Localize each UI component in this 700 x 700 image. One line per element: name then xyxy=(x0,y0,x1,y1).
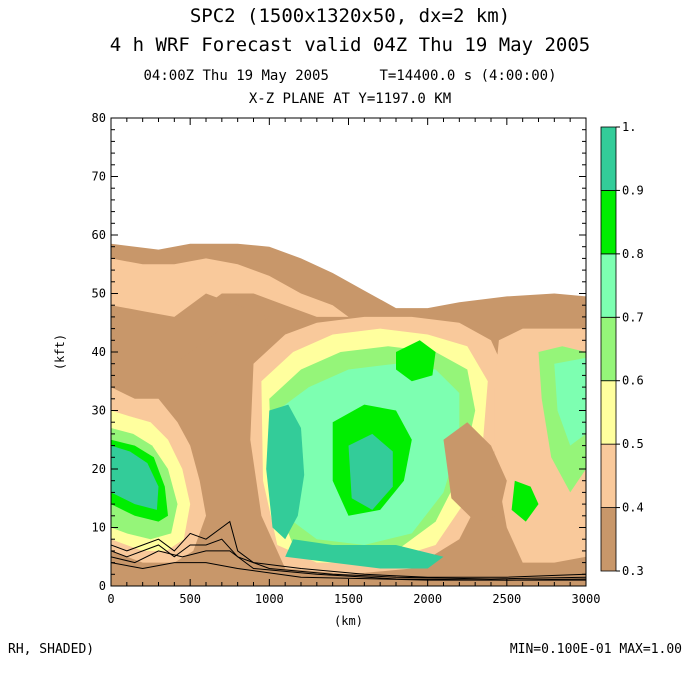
rh-0.9-left-core xyxy=(266,404,305,540)
field-label: RH, SHADED) xyxy=(8,642,95,657)
y-tick-label: 40 xyxy=(92,345,106,359)
rh-0.7-right-region xyxy=(554,357,586,446)
x-axis-label: (km) xyxy=(334,614,363,628)
min-max-label: MIN=0.100E-01 MAX=1.00 xyxy=(509,642,682,657)
terrain-contour-4 xyxy=(111,562,586,581)
x-tick-label: 3000 xyxy=(572,592,601,606)
colorbar-level-label: 1. xyxy=(622,120,636,134)
colorbar-swatch xyxy=(600,190,617,255)
colorbar-level-label: 0.6 xyxy=(622,374,644,388)
colorbar-level-label: 0.4 xyxy=(622,501,644,515)
rh-shaded-field xyxy=(111,243,586,586)
rh-0.9-core xyxy=(348,433,393,510)
y-tick-label: 60 xyxy=(92,228,106,242)
y-tick-label: 50 xyxy=(92,287,106,301)
x-tick-label: 2000 xyxy=(413,592,442,606)
x-tick-label: 1500 xyxy=(334,592,363,606)
plot-axes: 0 500 1000 1500 2000 2500 3000 0 10 20 30 40 50 60 70 8… xyxy=(53,111,600,628)
colorbar-level-label: 0.3 xyxy=(622,564,644,578)
rh-0.8-upper-core xyxy=(396,340,436,382)
x-tick-label: 0 xyxy=(107,592,114,606)
y-tick-label: 20 xyxy=(92,462,106,476)
x-tick-label: 500 xyxy=(179,592,201,606)
y-tick-label: 0 xyxy=(99,579,106,593)
rh-0.9-left-region xyxy=(111,445,159,510)
y-tick-label: 30 xyxy=(92,404,106,418)
colorbar-level-label: 0.9 xyxy=(622,183,644,197)
x-tick-label: 1000 xyxy=(255,592,284,606)
colorbar-swatch xyxy=(600,507,617,572)
terrain-contour-1 xyxy=(111,520,586,578)
terrain-contour-3 xyxy=(111,550,586,581)
chart-title-line-2: 4 h WRF Forecast valid 04Z Thu 19 May 20… xyxy=(109,34,591,56)
y-axis-label: (kft) xyxy=(53,334,67,370)
colorbar-swatch xyxy=(600,253,617,318)
chart-plane-label: X-Z PLANE AT Y=1197.0 KM xyxy=(248,91,452,107)
colorbar-level-label: 0.7 xyxy=(622,310,644,324)
colorbar: 0.3 0.4 0.5 0.6 0.7 0.8 0.9 1. xyxy=(600,120,644,578)
x-tick-label: 2500 xyxy=(492,592,521,606)
rh-0.3-upper-streak xyxy=(111,293,270,388)
colorbar-swatch xyxy=(600,316,617,382)
y-tick-label: 10 xyxy=(92,521,106,535)
rh-0.8-right-core xyxy=(511,480,539,522)
colorbar-level-label: 0.5 xyxy=(622,437,644,451)
colorbar-swatch xyxy=(600,443,617,508)
chart-time-line: 04:00Z Thu 19 May 2005 T=14400.0 s (4:00… xyxy=(143,68,557,84)
colorbar-swatch xyxy=(600,380,617,445)
colorbar-swatch xyxy=(600,126,617,191)
rh-0.3-right-loop xyxy=(443,422,507,522)
rh-0.9-lower-band xyxy=(285,539,444,569)
y-tick-label: 80 xyxy=(92,111,106,125)
chart-title-line-1: SPC2 (1500x1320x50, dx=2 km) xyxy=(189,5,511,27)
y-tick-label: 70 xyxy=(92,170,106,184)
colorbar-level-label: 0.8 xyxy=(622,247,644,261)
terrain-contour-2 xyxy=(111,538,586,580)
